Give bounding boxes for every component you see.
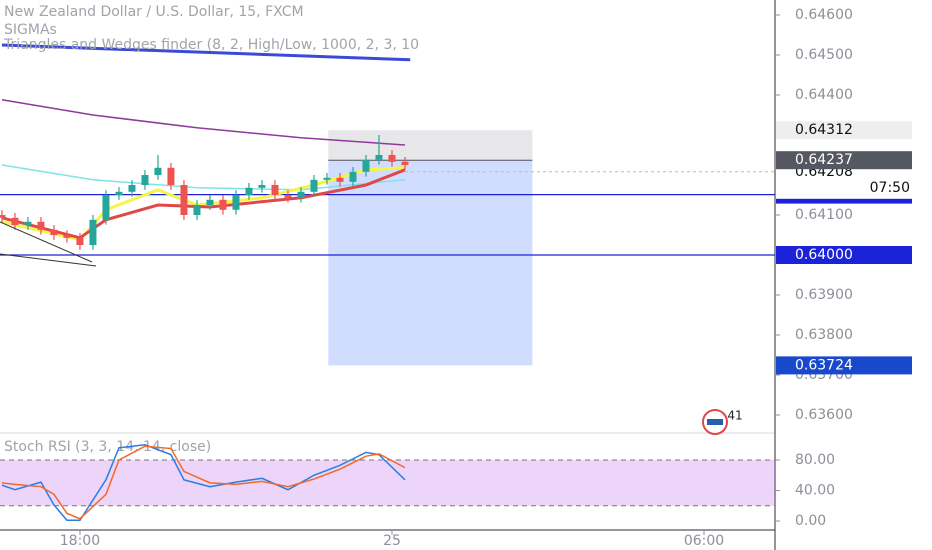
- y-tick-label: 0.64600: [795, 7, 853, 23]
- candle-body: [128, 185, 136, 192]
- indicator-name: SIGMAs: [4, 22, 57, 38]
- y-tick-label: 0.63900: [795, 287, 853, 303]
- indicator-name: Stoch RSI (3, 3, 14, 14, close): [4, 439, 211, 455]
- candle-body: [180, 185, 188, 215]
- candle-body: [388, 155, 396, 162]
- candle-body: [50, 229, 58, 235]
- y-tick-label: 0.63600: [795, 407, 853, 423]
- position-label-box: [776, 356, 912, 375]
- y-tick-label: 40.00: [795, 482, 835, 498]
- candle-body: [271, 185, 279, 195]
- price-pane: [0, 43, 775, 366]
- position-label-box: [776, 121, 912, 140]
- badge-count: 41: [727, 409, 742, 423]
- y-tick-label: 0.63800: [795, 327, 853, 343]
- position-label: 0.64237: [795, 152, 853, 168]
- stoch-line: [1, 445, 406, 520]
- candle-body: [310, 179, 318, 192]
- candle-body: [102, 195, 110, 220]
- y-tick-label: 0.64100: [795, 207, 853, 223]
- candle-body: [232, 195, 240, 210]
- y-tick-label: 0.64500: [795, 47, 853, 63]
- badge[interactable]: 41: [702, 409, 743, 435]
- candle-body: [141, 175, 149, 185]
- candle-body: [167, 167, 175, 185]
- moving-average: [1, 164, 406, 191]
- trendline: [1, 43, 411, 62]
- candle-body: [284, 195, 292, 198]
- candle-body: [375, 155, 383, 160]
- moving-average: [1, 99, 406, 146]
- candle-body: [206, 199, 214, 205]
- candle-body: [219, 199, 227, 210]
- chart-title: New Zealand Dollar / U.S. Dollar, 15, FX…: [4, 4, 304, 20]
- candle-body: [349, 171, 357, 182]
- target-zone: [328, 160, 533, 366]
- candle-body: [401, 161, 409, 165]
- candle-body: [89, 219, 97, 245]
- candle-body: [115, 191, 123, 195]
- indicator-name: Triangles and Wedges finder (8, 2, High/…: [3, 37, 419, 53]
- wedge-line: [0, 253, 97, 267]
- candle-body: [0, 215, 6, 218]
- position-label: 0.63724: [795, 357, 853, 373]
- candle-body: [37, 221, 45, 230]
- stoch-line: [1, 443, 406, 521]
- candle-body: [245, 187, 253, 195]
- stoch-band: [0, 459, 775, 506]
- badge-icon: [707, 419, 723, 425]
- x-tick-label: 25: [383, 533, 401, 549]
- candle-body: [336, 177, 344, 182]
- x-tick-label: 06:00: [684, 533, 724, 549]
- level-label-box: [776, 246, 912, 264]
- position-label-box: [776, 151, 912, 170]
- candle-body: [76, 237, 84, 245]
- candle-body: [362, 159, 370, 172]
- candle-body: [63, 235, 71, 238]
- candle-body: [297, 191, 305, 198]
- candle-body: [258, 185, 266, 188]
- candle-body: [323, 177, 331, 180]
- level-label: 0.64000: [795, 247, 853, 263]
- stop-zone: [328, 130, 533, 161]
- y-tick-label: 80.00: [795, 452, 835, 468]
- position-label: 0.64312: [795, 122, 853, 138]
- countdown: 07:50: [870, 180, 910, 196]
- wedge-line: [0, 221, 93, 263]
- candle-body: [24, 221, 32, 225]
- y-tick-label: 0.00: [795, 513, 826, 529]
- candle-body: [193, 205, 201, 215]
- x-tick-label: 18:00: [60, 533, 100, 549]
- y-tick-label: 0.64400: [795, 87, 853, 103]
- candle-body: [154, 167, 162, 175]
- candle-body: [11, 217, 19, 225]
